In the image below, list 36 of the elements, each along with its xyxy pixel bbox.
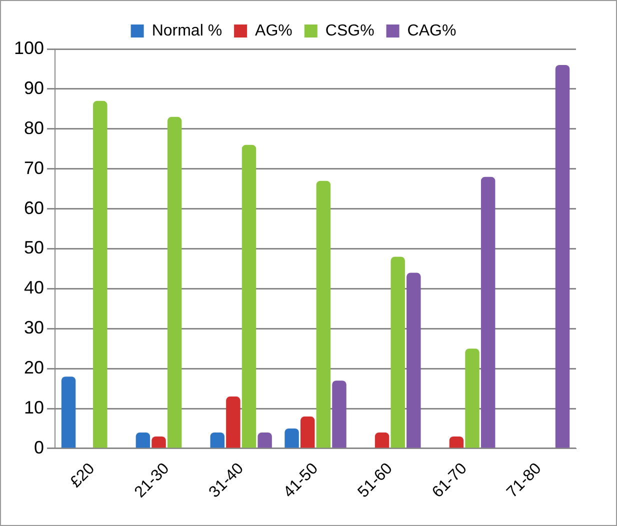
- y-tick-label: 60: [24, 198, 44, 218]
- bar: [152, 436, 166, 448]
- y-tick-label: 40: [24, 278, 44, 298]
- bar: [210, 432, 224, 448]
- bar: [449, 436, 464, 448]
- legend-label: Normal %: [152, 22, 222, 40]
- bar: [136, 432, 150, 448]
- y-tick-label: 0: [34, 437, 44, 458]
- bar: [93, 100, 108, 448]
- bar: [332, 380, 346, 448]
- y-tick-label: 50: [24, 238, 44, 258]
- bar: [284, 428, 299, 448]
- legend-label: AG%: [255, 22, 292, 40]
- y-tick-label: 80: [24, 118, 44, 138]
- y-tick-label: 70: [24, 158, 44, 178]
- legend-label: CSG%: [325, 22, 374, 40]
- y-tick-label: 10: [24, 398, 44, 418]
- bar: [61, 376, 76, 448]
- y-tick-label: 90: [24, 78, 44, 98]
- bar: [242, 144, 256, 448]
- bar: [258, 432, 272, 448]
- bar: [465, 348, 480, 448]
- bar: [226, 396, 240, 448]
- bar: [390, 256, 405, 448]
- bar: [300, 416, 315, 448]
- bar: [406, 272, 421, 448]
- y-tick-label: 30: [24, 318, 44, 338]
- bar: [167, 116, 182, 448]
- x-tick-label: £20: [67, 460, 98, 492]
- bar: [374, 432, 390, 448]
- bar: [555, 64, 570, 448]
- y-tick-label: 100: [14, 38, 44, 58]
- bar: [480, 176, 496, 448]
- y-tick-label: 20: [24, 358, 44, 378]
- legend-label: CAG%: [407, 22, 456, 40]
- bar: [316, 180, 331, 448]
